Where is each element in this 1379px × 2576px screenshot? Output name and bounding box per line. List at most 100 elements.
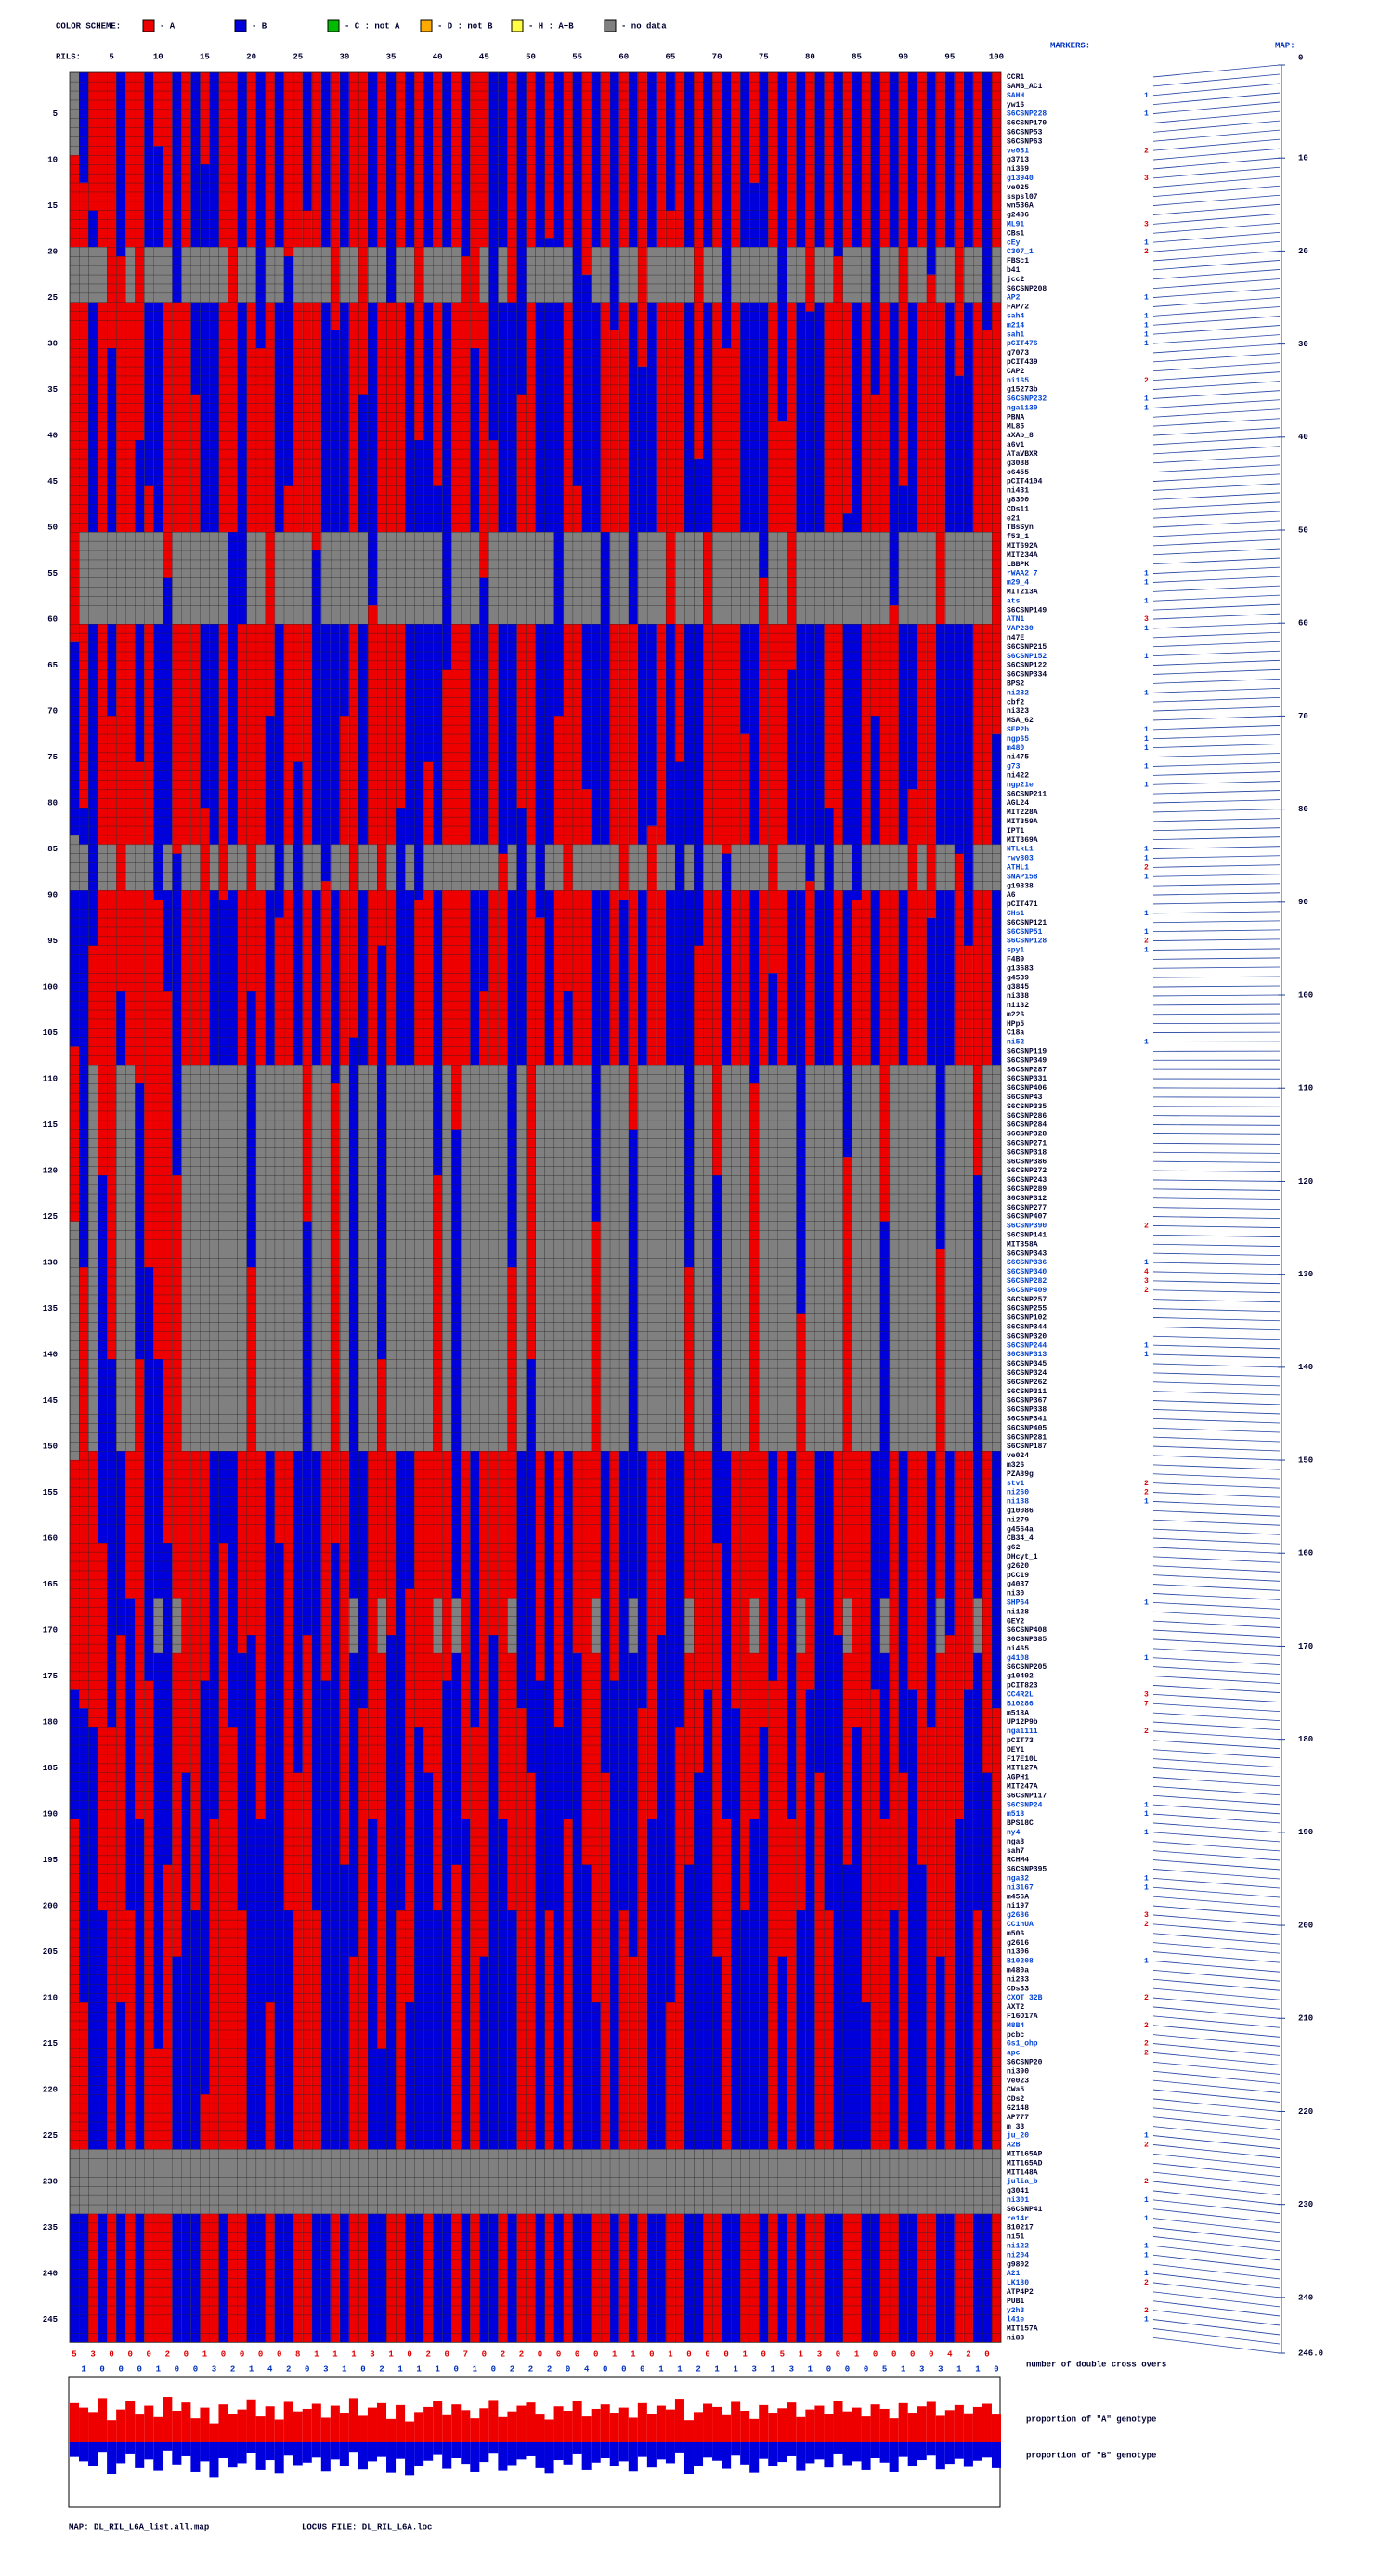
marker-name: S6CSNP179 bbox=[1007, 120, 1047, 128]
prop-a-bar bbox=[684, 2420, 694, 2442]
prop-b-bar bbox=[862, 2442, 871, 2470]
dco-count: 0 bbox=[137, 2364, 142, 2374]
map-link bbox=[1153, 1970, 1280, 1981]
marker-name: S6CSNP367 bbox=[1007, 1397, 1047, 1405]
map-link bbox=[1153, 1585, 1280, 1591]
marker-dco: 2 bbox=[1144, 377, 1149, 385]
map-link bbox=[1153, 828, 1280, 831]
map-link bbox=[1153, 734, 1280, 738]
map-link bbox=[1153, 1392, 1280, 1395]
marker-name: g62 bbox=[1007, 1544, 1021, 1552]
marker-name: pCIT73 bbox=[1007, 1737, 1034, 1745]
legend-swatch bbox=[605, 20, 616, 32]
dco-count: 8 bbox=[295, 2349, 300, 2359]
prop-b-bar bbox=[749, 2442, 759, 2473]
map-link bbox=[1153, 1354, 1280, 1358]
marker-dco: 1 bbox=[1144, 1498, 1149, 1507]
map-link bbox=[1153, 1510, 1280, 1516]
prop-a-bar bbox=[451, 2404, 461, 2442]
dco-count: 0 bbox=[118, 2364, 123, 2374]
prop-b-bar bbox=[629, 2442, 638, 2471]
dco-count: 1 bbox=[658, 2364, 664, 2374]
dco-count: 0 bbox=[836, 2349, 840, 2359]
column-tick-label: 85 bbox=[852, 52, 862, 61]
dco-count: 0 bbox=[891, 2349, 896, 2359]
row-tick-label: 30 bbox=[47, 339, 58, 348]
map-link bbox=[1153, 111, 1280, 123]
map-link bbox=[1153, 493, 1280, 499]
prop-b-bar bbox=[331, 2442, 340, 2459]
row-tick-label: 245 bbox=[43, 2315, 58, 2324]
column-tick-label: 50 bbox=[526, 52, 536, 61]
marker-name: DHcyt_1 bbox=[1007, 1553, 1038, 1561]
marker-name: IPT1 bbox=[1007, 827, 1024, 835]
map-link bbox=[1153, 679, 1280, 683]
dco-count: 0 bbox=[99, 2364, 104, 2374]
map-link bbox=[1153, 2311, 1280, 2325]
map-link bbox=[1153, 363, 1280, 371]
map-link bbox=[1153, 1731, 1280, 1740]
dco-count: 5 bbox=[72, 2349, 76, 2359]
marker-name: ML91 bbox=[1007, 220, 1024, 228]
marker-dco: 1 bbox=[1144, 1351, 1149, 1359]
map-link bbox=[1153, 688, 1280, 693]
prop-a-bar bbox=[107, 2420, 116, 2442]
marker-dco: 2 bbox=[1144, 863, 1149, 872]
marker-dco: 1 bbox=[1144, 2316, 1149, 2324]
map-link bbox=[1153, 1023, 1280, 1024]
map-link bbox=[1153, 930, 1280, 932]
dco-count: 0 bbox=[621, 2364, 626, 2374]
legend-swatch bbox=[328, 20, 339, 32]
prop-b-bar bbox=[666, 2442, 675, 2463]
marker-name: nga1111 bbox=[1007, 1728, 1038, 1736]
dco-count: 5 bbox=[780, 2349, 785, 2359]
prop-b-bar bbox=[153, 2442, 163, 2471]
row-tick-label: 15 bbox=[47, 201, 58, 211]
prop-b-bar bbox=[684, 2442, 694, 2474]
marker-dco: 2 bbox=[1144, 1921, 1149, 1929]
prop-b-bar bbox=[647, 2442, 657, 2467]
dco-count: 0 bbox=[761, 2349, 766, 2359]
dco-count: 2 bbox=[501, 2349, 505, 2359]
dco-count: 1 bbox=[314, 2349, 319, 2359]
prop-a-bar bbox=[982, 2404, 992, 2442]
map-link bbox=[1153, 456, 1280, 463]
prop-a-bar bbox=[601, 2404, 610, 2442]
marker-name: B10286 bbox=[1007, 1700, 1034, 1708]
rils-label: RILS: bbox=[56, 52, 81, 61]
column-tick-label: 100 bbox=[989, 52, 1004, 61]
prop-b-bar bbox=[135, 2442, 144, 2468]
prop-a-bar bbox=[442, 2415, 451, 2442]
map-link bbox=[1153, 549, 1280, 555]
map-link bbox=[1153, 1722, 1280, 1730]
marker-name: SAMB_AC1 bbox=[1007, 83, 1043, 91]
marker-name: BPS2 bbox=[1007, 680, 1024, 688]
map-link bbox=[1153, 1409, 1280, 1413]
map-link bbox=[1153, 1327, 1280, 1329]
marker-name: MIT369A bbox=[1007, 836, 1038, 845]
marker-name: ni165 bbox=[1007, 377, 1029, 385]
map-link bbox=[1153, 1290, 1280, 1293]
marker-name: S6CSNP336 bbox=[1007, 1259, 1047, 1267]
prop-b-bar bbox=[833, 2442, 842, 2454]
marker-dco: 1 bbox=[1144, 855, 1149, 863]
markers-label: MARKERS: bbox=[1050, 41, 1090, 50]
column-tick-label: 65 bbox=[666, 52, 676, 61]
marker-dco: 1 bbox=[1144, 2215, 1149, 2223]
prop-a-bar bbox=[759, 2405, 768, 2442]
marker-dco: 2 bbox=[1144, 2279, 1149, 2287]
marker-name: B10217 bbox=[1007, 2224, 1034, 2233]
map-link bbox=[1153, 1004, 1280, 1005]
dco-count: 0 bbox=[193, 2364, 198, 2374]
prop-b-bar bbox=[731, 2442, 740, 2455]
dco-count: 1 bbox=[202, 2349, 208, 2359]
marker-name: ni88 bbox=[1007, 2334, 1024, 2342]
row-tick-label: 50 bbox=[47, 523, 58, 532]
marker-name: g8300 bbox=[1007, 496, 1029, 504]
prop-b-bar bbox=[945, 2442, 955, 2464]
map-link bbox=[1153, 847, 1280, 849]
prop-b-bar bbox=[992, 2442, 1001, 2468]
marker-name: pCIT471 bbox=[1007, 900, 1038, 909]
legend-label: - D : not B bbox=[437, 21, 493, 31]
marker-name: AP2 bbox=[1007, 294, 1021, 303]
